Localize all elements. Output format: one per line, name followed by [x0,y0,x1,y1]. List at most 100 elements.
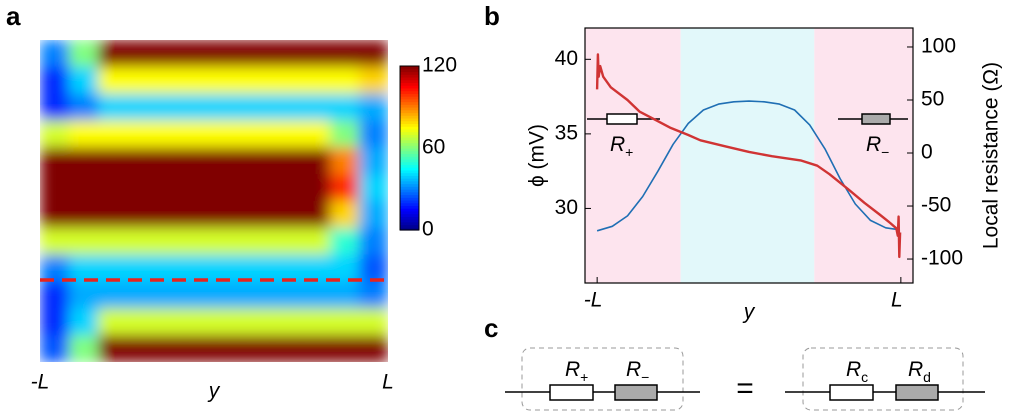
colorbar-step [400,161,419,165]
y-tick-label: 40 [555,47,578,70]
resistor [829,384,874,401]
colorbar-step [400,131,419,135]
heat-cell [127,147,157,175]
heat-cell [330,93,360,121]
heat-cell [127,335,157,362]
heat-cell [359,281,388,309]
colorbar-tick-label: 120 [422,54,457,77]
symbol: R [908,358,923,381]
heat-cell [330,40,360,68]
colorbar-frame [399,65,420,231]
heat-cell [40,66,70,95]
heat-cell [330,66,360,95]
heat-cell [243,281,273,309]
colorbar-step [400,82,419,86]
heat-cell [98,120,128,148]
heat-cell [359,335,388,362]
colorbar-step [400,87,419,92]
colorbar-step [400,123,419,127]
heat-cell [301,201,331,229]
heat-cell [40,147,70,175]
heat-cell [330,335,360,362]
heat-cell [156,120,186,148]
heat-cell [243,147,273,175]
heatmap-area [40,40,388,362]
colorbar-step [400,224,419,228]
heat-cell [69,201,99,229]
colorbar-step [400,197,419,201]
heat-cell [98,40,128,68]
heat-cell [330,147,360,175]
heat-cell [359,227,388,256]
x-axis-label: y [742,301,756,324]
heat-cell [127,40,157,68]
heat-cell [185,93,215,121]
x-axis-label: y [207,380,221,403]
y2-tick-label: -100 [921,247,963,270]
plot-frame [584,27,914,284]
heat-cell [127,254,157,282]
heat-cell [98,227,128,256]
panel-letter: c [484,313,498,343]
heat-cell [40,201,70,229]
heat-cell [243,174,273,202]
colorbar-step [400,90,419,94]
colorbar-step [400,216,419,220]
heat-cell [243,66,273,95]
heat-cell [98,308,128,336]
heat-cell [359,147,388,175]
colorbar-step [400,134,419,138]
colorbar-step [400,79,419,83]
x-tick-label: L [382,371,394,394]
heat-cell [69,254,99,282]
heat-cell [127,93,157,121]
colorbar-step [400,167,419,171]
resistor [549,384,594,401]
heat-cell [301,147,331,175]
heat-cell [214,335,244,362]
dashed-box [802,347,964,411]
heat-cell [214,120,244,148]
annotation: R+ [610,133,633,160]
colorbar-step [400,128,419,133]
heat-cell [359,120,388,148]
x-tick-label: -L [31,371,50,394]
heat-cell [301,281,331,309]
symbol: R [626,358,641,381]
heat-cell [156,93,186,121]
heat-cell [98,201,128,229]
colorbar-step [400,169,419,174]
subscript: d [923,369,931,385]
heat-cell [330,201,360,229]
heat-cell [156,147,186,175]
heat-cell [127,120,157,148]
heat-cell [185,254,215,282]
heat-cell [40,335,70,362]
colorbar-step [400,186,419,190]
colorbar-step [400,205,419,209]
heat-cell [156,281,186,309]
heat-cell [330,254,360,282]
heat-cell [214,308,244,336]
heat-cell [301,93,331,121]
symbol: R [565,358,580,381]
heat-cell [301,308,331,336]
colorbar-step [400,219,419,223]
colorbar-tick-label: 60 [422,136,445,159]
heat-cell [359,40,388,68]
heat-cell [243,254,273,282]
heat-cell [156,227,186,256]
colorbar-step [400,156,419,160]
heat-cell [301,66,331,95]
heat-cell [272,335,302,362]
heat-cell [185,201,215,229]
colorbar-step [400,208,419,212]
symbol: R [866,133,881,156]
heat-cell [330,308,360,336]
heat-cell [69,120,99,148]
colorbar-step [400,93,419,97]
heat-cell [214,40,244,68]
heat-cell [359,66,388,95]
colorbar-step [400,71,419,75]
heat-cell [330,174,360,202]
